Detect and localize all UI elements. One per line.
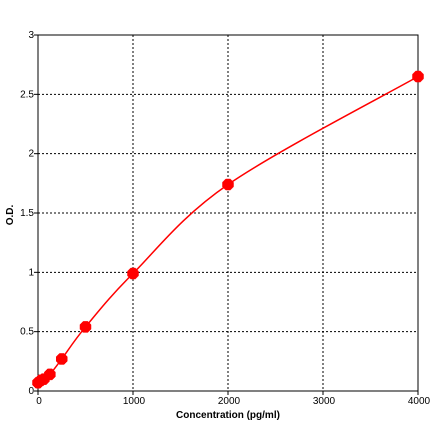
label-layer: Concentration (pg/ml) O.D. 0 1000 2000 3000… xyxy=(5,30,431,421)
y-tick-label: 1 xyxy=(28,267,34,278)
y-tick-label: 0.5 xyxy=(20,327,34,338)
data-point xyxy=(222,178,234,191)
y-tick-label: 3 xyxy=(28,30,34,41)
data-point xyxy=(412,70,424,83)
x-tick-label: 3000 xyxy=(313,396,336,407)
axis-layer xyxy=(34,34,419,395)
data-point xyxy=(56,353,68,365)
x-tick-label: 4000 xyxy=(408,396,431,407)
data-point xyxy=(44,368,56,381)
x-tick-label: 0 xyxy=(36,396,42,407)
series-layer xyxy=(32,70,424,389)
data-point xyxy=(79,321,92,333)
y-tick-label: 0 xyxy=(28,386,34,397)
data-point xyxy=(127,267,139,280)
y-axis-title: O.D. xyxy=(5,205,16,226)
y-tick-label: 1.5 xyxy=(20,208,34,219)
x-axis-title: Concentration (pg/ml) xyxy=(176,410,280,421)
x-tick-label: 2000 xyxy=(218,396,241,407)
y-tick-label: 2 xyxy=(28,149,34,160)
grid-layer xyxy=(38,35,418,391)
x-tick-label: 1000 xyxy=(123,396,146,407)
y-tick-label: 2.5 xyxy=(20,89,34,100)
